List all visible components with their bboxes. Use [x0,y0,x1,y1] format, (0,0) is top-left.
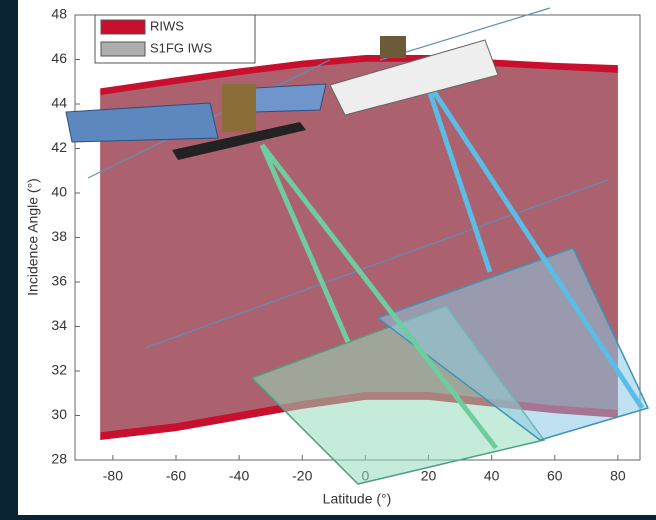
x-tick-label: 40 [484,468,500,484]
solar-panel [252,84,326,112]
x-tick-label: 60 [547,468,563,484]
x-tick-label: 20 [421,468,437,484]
y-tick-label: 38 [51,228,67,244]
y-tick-label: 48 [51,6,67,22]
x-tick-label: -40 [229,468,249,484]
x-tick-label: 80 [610,468,626,484]
y-tick-label: 34 [51,317,67,333]
y-tick-label: 30 [51,406,67,422]
y-tick-label: 46 [51,50,67,66]
legend-swatch [101,20,145,34]
y-tick-label: 40 [51,184,67,200]
legend-swatch [101,42,145,56]
page: 2830323436384042444648-80-60-40-20020406… [0,0,656,515]
legend-label: RIWS [150,18,184,33]
legend-label: S1FG IWS [150,40,212,55]
y-axis-label: Incidence Angle (°) [25,178,41,296]
satellite-body [380,36,406,58]
y-tick-label: 44 [51,95,67,111]
y-tick-label: 42 [51,139,67,155]
x-tick-label: -60 [166,468,186,484]
x-tick-label: -80 [103,468,123,484]
x-tick-label: -20 [292,468,312,484]
y-tick-label: 32 [51,362,67,378]
satellite-body [222,84,256,132]
y-tick-label: 28 [51,451,67,467]
y-tick-label: 36 [51,273,67,289]
x-axis-label: Latitude (°) [323,491,392,507]
legend: RIWS S1FG IWS [95,15,255,63]
chart: 2830323436384042444648-80-60-40-20020406… [0,0,656,515]
